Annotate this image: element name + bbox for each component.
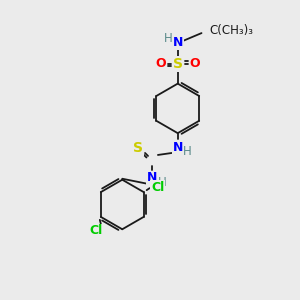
Text: C(CH₃)₃: C(CH₃)₃ (209, 24, 254, 37)
Text: Cl: Cl (151, 181, 164, 194)
Text: Cl: Cl (89, 224, 103, 237)
Text: S: S (173, 57, 183, 71)
Text: S: S (133, 141, 143, 155)
Text: O: O (156, 57, 166, 70)
Text: N: N (172, 140, 183, 154)
Text: H: H (158, 176, 166, 189)
Text: H: H (164, 32, 172, 44)
Text: N: N (147, 171, 157, 184)
Text: O: O (189, 57, 200, 70)
Text: N: N (172, 37, 183, 50)
Text: H: H (183, 146, 192, 158)
